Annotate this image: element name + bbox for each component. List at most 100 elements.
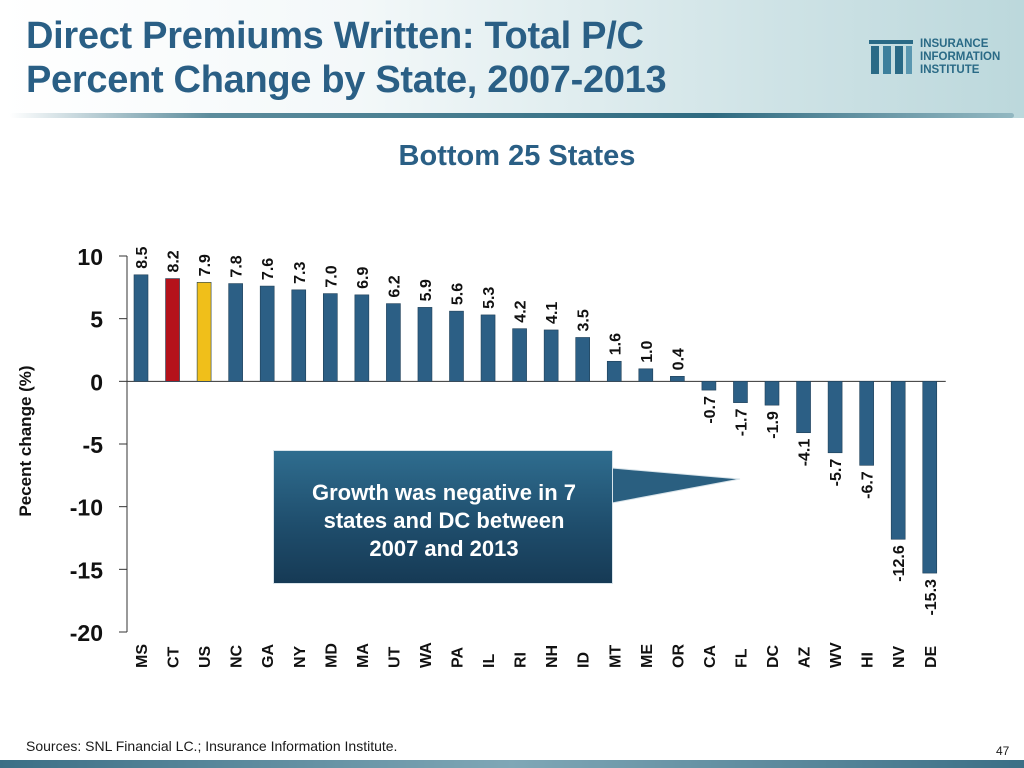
x-tick-label-id: ID xyxy=(576,652,593,668)
x-tick-label-nv: NV xyxy=(891,645,908,668)
bar-nv xyxy=(890,381,906,540)
y-tick-label: -5 xyxy=(83,432,104,458)
bar-dc xyxy=(764,381,780,406)
data-label-ut: 6.2 xyxy=(386,275,403,297)
page-number: 47 xyxy=(996,744,1010,758)
bar-ny xyxy=(291,289,307,382)
data-label-fl: -1.7 xyxy=(733,409,750,437)
bar-il xyxy=(480,314,496,382)
data-label-wv: -5.7 xyxy=(828,459,845,487)
bar-fl xyxy=(733,381,748,403)
y-tick-label: -15 xyxy=(70,557,103,583)
data-label-wa: 5.9 xyxy=(418,279,435,301)
logo-text-line-3: INSTITUTE xyxy=(920,64,980,76)
bar-wa xyxy=(417,307,433,382)
x-tick-label-ga: GA xyxy=(260,644,277,668)
bar-us xyxy=(196,282,212,382)
x-tick-label-il: IL xyxy=(481,654,498,668)
callout-line-2: states and DC between xyxy=(323,508,565,533)
bar-ga xyxy=(259,285,275,382)
bar-or xyxy=(670,376,685,382)
y-tick-label: 10 xyxy=(77,244,103,270)
x-tick-label-wa: WA xyxy=(418,642,435,668)
y-tick-label: -10 xyxy=(70,495,103,521)
bar-wv xyxy=(827,381,843,454)
header-divider xyxy=(10,113,1014,118)
y-axis-title: Pecent change (%) xyxy=(16,365,35,516)
data-label-nv: -12.6 xyxy=(891,545,908,582)
bar-hi xyxy=(859,381,874,466)
bar-md xyxy=(322,293,338,382)
x-tick-label-us: US xyxy=(197,645,214,668)
x-tick-label-dc: DC xyxy=(765,644,782,668)
bar-nc xyxy=(228,283,243,382)
slide-title-line-1: Direct Premiums Written: Total P/C xyxy=(26,15,644,57)
callout-line-1: Growth was negative in 7 xyxy=(311,480,577,505)
data-label-id: 3.5 xyxy=(576,309,593,331)
bar-pa xyxy=(449,310,464,382)
bar-ma xyxy=(354,294,370,382)
callout-line-3: 2007 and 2013 xyxy=(369,536,519,561)
x-tick-label-nc: NC xyxy=(229,644,246,668)
x-tick-label-ny: NY xyxy=(292,645,309,668)
data-label-de: -15.3 xyxy=(923,579,940,616)
slide-title-line-2: Percent Change by State, 2007-2013 xyxy=(26,59,667,101)
bar-ct xyxy=(165,278,180,382)
bar-me xyxy=(638,368,654,382)
x-tick-label-fl: FL xyxy=(733,648,750,668)
data-label-ms: 8.5 xyxy=(134,246,151,268)
header-band xyxy=(0,0,1024,118)
data-label-us: 7.9 xyxy=(197,254,214,276)
bar-nh xyxy=(543,329,559,382)
data-label-nc: 7.8 xyxy=(229,255,246,277)
data-label-ma: 6.9 xyxy=(355,267,372,289)
footer-band xyxy=(0,760,1024,768)
bar-de xyxy=(922,381,938,574)
data-label-hi: -6.7 xyxy=(860,471,877,499)
data-label-or: 0.4 xyxy=(670,348,687,370)
y-tick-label: 5 xyxy=(90,307,103,333)
data-label-ri: 4.2 xyxy=(513,300,530,322)
x-tick-label-ri: RI xyxy=(513,652,530,668)
sources-note: Sources: SNL Financial LC.; Insurance In… xyxy=(26,738,398,754)
x-tick-label-de: DE xyxy=(923,645,940,668)
x-tick-label-or: OR xyxy=(670,644,687,668)
data-label-ga: 7.6 xyxy=(260,258,277,280)
x-tick-label-wv: WV xyxy=(828,642,845,668)
logo-text-line-2: INFORMATION xyxy=(920,51,1001,63)
x-tick-label-md: MD xyxy=(323,643,340,668)
bar-ms xyxy=(133,274,149,382)
chart-title: Bottom 25 States xyxy=(398,140,636,172)
x-tick-label-ma: MA xyxy=(355,643,372,668)
y-tick-label: -20 xyxy=(70,620,103,646)
bar-mt xyxy=(606,360,622,382)
y-tick-label: 0 xyxy=(90,369,103,395)
data-label-dc: -1.9 xyxy=(765,411,782,439)
x-tick-label-me: ME xyxy=(639,644,656,668)
x-tick-label-nh: NH xyxy=(544,645,561,668)
bar-ca xyxy=(701,381,717,391)
x-tick-label-ms: MS xyxy=(134,644,151,668)
iii-logo-icon xyxy=(869,40,913,74)
data-label-ny: 7.3 xyxy=(292,261,309,283)
callout-text: Growth was negative in 7 states and DC b… xyxy=(274,479,614,563)
x-tick-label-ct: CT xyxy=(166,646,183,668)
iii-logo-text: INSURANCE INFORMATION INSTITUTE xyxy=(920,38,1000,77)
callout-pointer xyxy=(611,467,741,504)
data-label-me: 1.0 xyxy=(639,340,656,362)
bar-ri xyxy=(512,328,527,382)
data-label-ca: -0.7 xyxy=(702,396,719,424)
bar-ut xyxy=(386,303,401,382)
x-tick-label-pa: PA xyxy=(450,647,467,668)
x-tick-label-az: AZ xyxy=(797,646,814,668)
x-tick-label-ca: CA xyxy=(702,644,719,668)
bar-az xyxy=(796,381,811,434)
data-label-md: 7.0 xyxy=(323,265,340,287)
slide-title: Direct Premiums Written: Total P/C Perce… xyxy=(26,14,667,102)
x-tick-label-mt: MT xyxy=(607,645,624,668)
callout-box: Growth was negative in 7 states and DC b… xyxy=(273,450,613,584)
data-label-ct: 8.2 xyxy=(166,250,183,272)
logo-text-line-1: INSURANCE xyxy=(920,38,989,50)
data-label-pa: 5.6 xyxy=(450,283,467,305)
